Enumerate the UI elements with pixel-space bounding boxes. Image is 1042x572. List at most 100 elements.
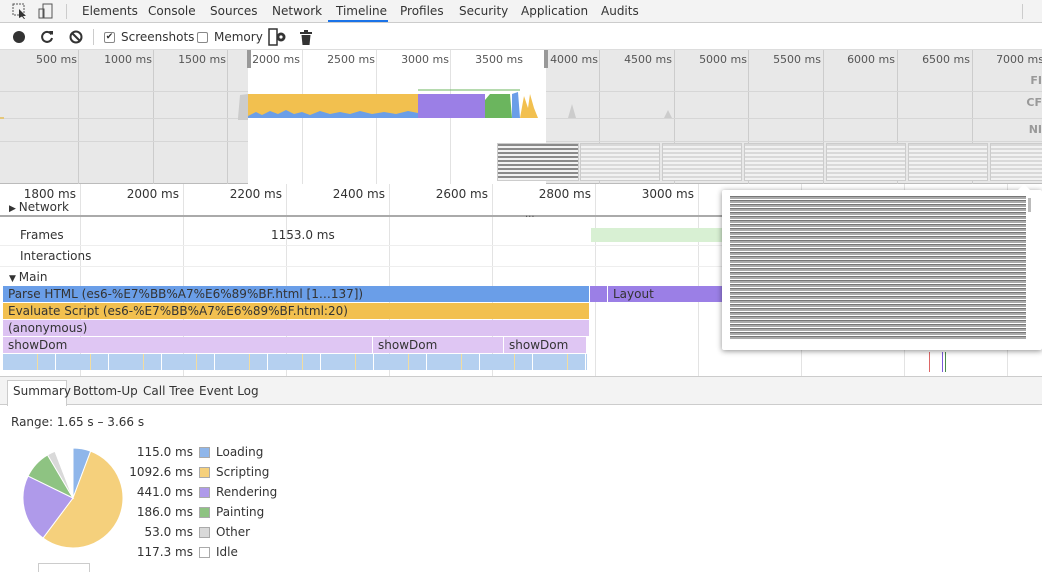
legend-value: 53.0 ms: [144, 525, 193, 539]
legend-swatch: [199, 527, 210, 538]
tab-event-log[interactable]: Event Log: [199, 384, 259, 398]
interactions-track: Interactions: [0, 246, 1042, 267]
legend-label: Scripting: [216, 465, 270, 479]
ruler-tick: 2400 ms: [332, 187, 385, 201]
trash-icon[interactable]: [300, 24, 312, 50]
tab-bottom-up[interactable]: Bottom-Up: [73, 384, 138, 398]
tab-security[interactable]: Security: [459, 4, 509, 18]
legend-swatch: [199, 507, 210, 518]
network-track-toggle[interactable]: ▶ Network: [9, 200, 69, 214]
main-track-header[interactable]: ▼ Main: [9, 270, 48, 284]
legend-item-rendering: 441.0 ms Rendering: [120, 485, 320, 503]
event-marker: [945, 352, 946, 372]
interactions-label: Interactions: [20, 249, 92, 263]
ruler-tick: 2600 ms: [435, 187, 488, 201]
memory-label: Memory: [214, 30, 263, 44]
devtools-tab-bar: Elements Console Sources Network Timelin…: [0, 0, 1042, 23]
checkbox-checked-icon[interactable]: ✔: [104, 31, 115, 43]
scrollbar[interactable]: [1028, 198, 1031, 212]
reload-icon[interactable]: [40, 24, 54, 50]
legend-item-other: 53.0 ms Other: [120, 525, 320, 543]
legend-item-scripting: 1092.6 ms Scripting: [120, 465, 320, 483]
flame-leaf-calls[interactable]: [3, 354, 588, 370]
flame-showdom[interactable]: showDom: [3, 337, 373, 353]
legend-value: 117.3 ms: [136, 545, 193, 559]
tab-profiles[interactable]: Profiles: [400, 4, 444, 18]
legend-value: 186.0 ms: [136, 505, 193, 519]
range-text: Range: 1.65 s – 3.66 s: [11, 415, 145, 429]
legend-item-loading: 115.0 ms Loading: [120, 445, 320, 463]
legend-label: Rendering: [216, 485, 278, 499]
tab-elements[interactable]: Elements: [82, 4, 138, 18]
screenshot-preview-popup: [722, 190, 1042, 350]
legend-swatch: [199, 547, 210, 558]
tab-audits[interactable]: Audits: [601, 4, 639, 18]
ruler-tick: 2200 ms: [229, 187, 282, 201]
legend-item-idle: 117.3 ms Idle: [120, 545, 320, 563]
flame-rendering[interactable]: [590, 286, 608, 302]
legend-label: Loading: [216, 445, 264, 459]
popup-arrow: [1018, 184, 1030, 190]
legend-swatch: [199, 447, 210, 458]
device-toolbar-icon[interactable]: [38, 3, 54, 22]
tab-network[interactable]: Network: [272, 4, 323, 18]
ruler-tick: 2000 ms: [126, 187, 179, 201]
overview-selection[interactable]: [248, 50, 546, 184]
tab-call-tree[interactable]: Call Tree: [143, 384, 195, 398]
pie-slice-idle: [54, 447, 74, 499]
pie-slice-rendering: [22, 475, 74, 539]
ruler-tick: 2800 ms: [538, 187, 591, 201]
network-label: Network: [18, 200, 69, 214]
details-tab-bar: Summary Bottom-Up Call Tree Event Log: [0, 377, 1042, 406]
screenshots-checkbox[interactable]: ✔ Screenshots: [104, 24, 194, 50]
checkbox-icon[interactable]: [197, 31, 208, 43]
screenshot-preview-image: [730, 196, 1026, 340]
record-button[interactable]: [12, 24, 26, 50]
legend-value: 441.0 ms: [136, 485, 193, 499]
details-panel: Summary Bottom-Up Call Tree Event Log Ra…: [0, 376, 1042, 572]
tab-console[interactable]: Console: [148, 4, 196, 18]
legend-value: 1092.6 ms: [129, 465, 193, 479]
frames-label: Frames: [20, 228, 64, 242]
resize-handle[interactable]: ···: [525, 212, 535, 223]
inspect-element-icon[interactable]: [12, 3, 28, 22]
timeline-toolbar: ✔ Screenshots Memory: [0, 24, 1042, 50]
flame-anonymous[interactable]: (anonymous): [3, 320, 590, 336]
ruler-tick: 3000 ms: [641, 187, 694, 201]
frame-duration[interactable]: 1153.0 ms: [271, 228, 335, 242]
event-marker: [929, 352, 930, 372]
divider: [93, 29, 94, 45]
divider: [1022, 4, 1023, 19]
flame-evaluate-script[interactable]: Evaluate Script (es6-%E7%BB%A7%E6%89%BF.…: [3, 303, 590, 319]
capture-settings-icon[interactable]: [268, 24, 288, 50]
tab-timeline[interactable]: Timeline: [336, 4, 388, 18]
ruler-tick: 1800 ms: [23, 187, 76, 201]
legend-label: Idle: [216, 545, 238, 559]
flame-showdom[interactable]: showDom: [373, 337, 504, 353]
active-tab-indicator: [328, 20, 388, 22]
event-marker: [942, 352, 943, 372]
flame-parse-html[interactable]: Parse HTML (es6-%E7%BB%A7%E6%89%BF.html …: [3, 286, 590, 302]
legend-swatch: [199, 487, 210, 498]
pie-slice-scripting: [42, 450, 124, 549]
frames-track: Frames 1153.0 ms: [0, 225, 1042, 246]
frame-bar[interactable]: [591, 228, 731, 242]
tab-application[interactable]: Application: [521, 4, 589, 18]
flame-showdom[interactable]: showDom: [504, 337, 587, 353]
clear-icon[interactable]: [69, 24, 83, 50]
legend-label: Other: [216, 525, 251, 539]
time-ruler: 1800 ms 2000 ms 2200 ms 2400 ms 2600 ms …: [0, 184, 1042, 217]
memory-checkbox[interactable]: Memory: [197, 24, 263, 50]
bottom-tab[interactable]: [38, 563, 90, 572]
legend-item-painting: 186.0 ms Painting: [120, 505, 320, 523]
legend-label: Painting: [216, 505, 265, 519]
more-options-icon[interactable]: ⋮: [1036, 0, 1042, 13]
legend-swatch: [199, 467, 210, 478]
legend-value: 115.0 ms: [136, 445, 193, 459]
screenshots-label: Screenshots: [121, 30, 195, 44]
main-label: Main: [18, 270, 48, 284]
tab-summary[interactable]: Summary: [13, 384, 71, 398]
flame-layout[interactable]: Layout: [608, 286, 728, 302]
divider: [66, 4, 67, 19]
tab-sources[interactable]: Sources: [210, 4, 258, 18]
